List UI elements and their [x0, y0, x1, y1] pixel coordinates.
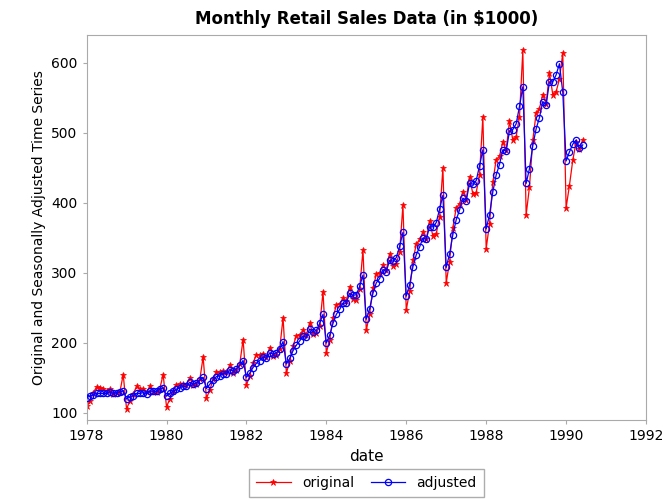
adjusted [496, 162, 503, 168]
original [249, 360, 257, 366]
adjusted [366, 306, 374, 312]
Line: original: original [83, 47, 586, 412]
Line: adjusted: adjusted [83, 60, 586, 402]
adjusted [83, 394, 91, 400]
original [83, 403, 91, 409]
adjusted [123, 396, 131, 402]
adjusted [555, 60, 563, 66]
X-axis label: date: date [349, 448, 384, 464]
Legend: original, adjusted: original, adjusted [249, 470, 484, 497]
adjusted [282, 361, 290, 367]
original [123, 406, 131, 412]
adjusted [579, 142, 587, 148]
original [366, 310, 374, 316]
adjusted [249, 364, 257, 370]
original [496, 153, 503, 159]
adjusted [429, 224, 437, 230]
Title: Monthly Retail Sales Data (in $1000): Monthly Retail Sales Data (in $1000) [194, 10, 538, 28]
original [579, 137, 587, 143]
original [429, 233, 437, 239]
original [519, 48, 527, 54]
original [346, 284, 354, 290]
Y-axis label: Original and Seasonally Adjusted Time Series: Original and Seasonally Adjusted Time Se… [31, 70, 46, 385]
adjusted [346, 290, 354, 296]
original [282, 370, 290, 376]
